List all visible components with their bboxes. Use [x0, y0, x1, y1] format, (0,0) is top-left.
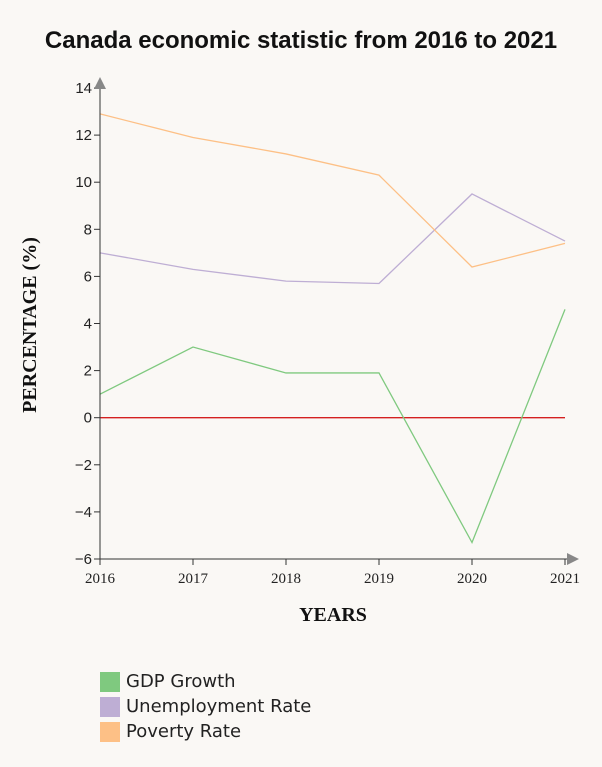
- x-tick-label: 2017: [178, 571, 209, 587]
- legend-swatch: [100, 696, 120, 717]
- y-axis-label: PERCENTAGE (%): [19, 237, 41, 413]
- y-tick-label: 6: [84, 268, 92, 285]
- series-line-gdp-growth: [99, 309, 566, 545]
- y-tick-label: 4: [84, 316, 92, 333]
- x-tick-label: 2018: [271, 571, 301, 587]
- series-lines: [99, 113, 566, 545]
- legend-swatch: [100, 721, 120, 742]
- x-axis-arrow: [567, 553, 579, 565]
- x-axis-ticks: 2016 2017 2018 2019 2020 2021: [85, 559, 580, 587]
- legend-label: Unemployment Rate: [126, 696, 312, 717]
- series-line-poverty-rate: [99, 113, 566, 268]
- x-axis-label: YEARS: [299, 604, 367, 626]
- legend-item-unemployment-rate: Unemployment Rate: [100, 694, 311, 719]
- legend-item-poverty-rate: Poverty Rate: [100, 719, 311, 744]
- x-tick-label: 2020: [457, 571, 487, 587]
- chart-title: Canada economic statistic from 2016 to 2…: [44, 27, 558, 54]
- y-tick-label: 8: [84, 221, 92, 238]
- y-tick-label: 12: [75, 127, 92, 144]
- legend: GDP Growth Unemployment Rate Poverty Rate: [100, 669, 311, 744]
- x-tick-label: 2021: [550, 571, 580, 587]
- y-tick-label: −2: [75, 457, 92, 474]
- y-tick-label: −6: [75, 551, 92, 568]
- x-tick-label: 2016: [85, 571, 116, 587]
- series-line-unemployment-rate: [99, 193, 566, 285]
- x-tick-label: 2019: [364, 571, 394, 587]
- legend-label: Poverty Rate: [126, 721, 242, 742]
- y-tick-label: −4: [75, 504, 92, 521]
- legend-item-gdp-growth: GDP Growth: [100, 669, 311, 694]
- y-tick-label: 10: [75, 174, 92, 191]
- legend-swatch: [100, 671, 120, 692]
- y-tick-label: 14: [75, 80, 92, 97]
- y-tick-label: 2: [84, 363, 92, 380]
- y-tick-label: 0: [84, 410, 92, 427]
- legend-label: GDP Growth: [126, 671, 236, 692]
- y-axis-arrow: [94, 77, 106, 89]
- y-axis-ticks: 14 12 10 8 6 4 2 0 −2 −4 −6: [75, 80, 100, 568]
